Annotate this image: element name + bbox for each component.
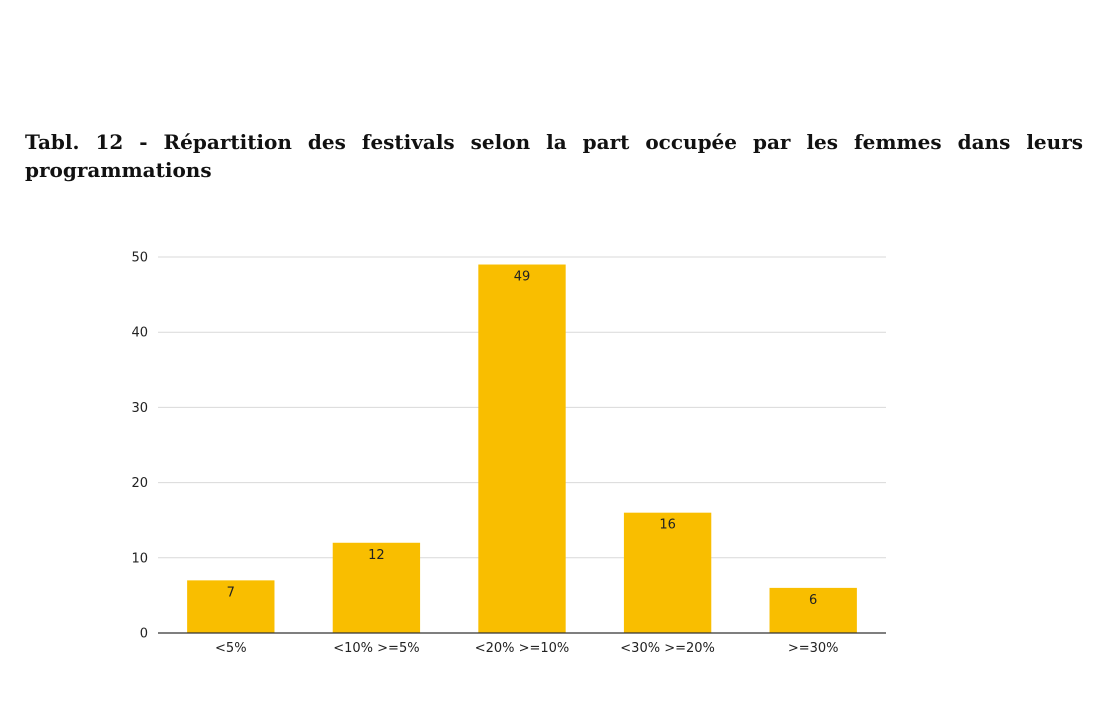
bar — [478, 264, 566, 633]
table-caption: Tabl. 12 - Répartition des festivals sel… — [25, 130, 1083, 182]
bar-value-label: 12 — [368, 548, 385, 563]
x-axis-ticks: <5% <10% >=5% <20% >=10% <30% >=20% >=30% — [215, 641, 839, 656]
bar — [187, 580, 275, 633]
bar — [332, 542, 421, 633]
y-tick-label: 50 — [131, 251, 148, 266]
y-tick-label: 40 — [131, 326, 148, 341]
y-axis-ticks: 0 10 20 30 40 50 — [131, 251, 148, 642]
x-tick-label: <5% — [215, 641, 247, 656]
bar-value-label: 7 — [227, 585, 235, 600]
x-tick-label: <10% >=5% — [333, 641, 419, 656]
x-tick-label: >=30% — [788, 641, 839, 656]
x-tick-label: <30% >=20% — [620, 641, 715, 656]
y-tick-label: 10 — [131, 551, 148, 566]
bar-value-label: 49 — [514, 270, 531, 285]
bar — [769, 587, 857, 633]
y-tick-label: 20 — [131, 476, 148, 491]
y-tick-label: 0 — [140, 627, 148, 642]
bar-value-label: 6 — [809, 593, 817, 608]
bar — [623, 512, 712, 633]
x-tick-label: <20% >=10% — [475, 641, 570, 656]
bars — [187, 264, 857, 633]
y-tick-label: 30 — [131, 401, 148, 416]
data-labels: 7 12 49 16 6 — [227, 270, 818, 608]
bar-value-label: 16 — [659, 518, 676, 533]
